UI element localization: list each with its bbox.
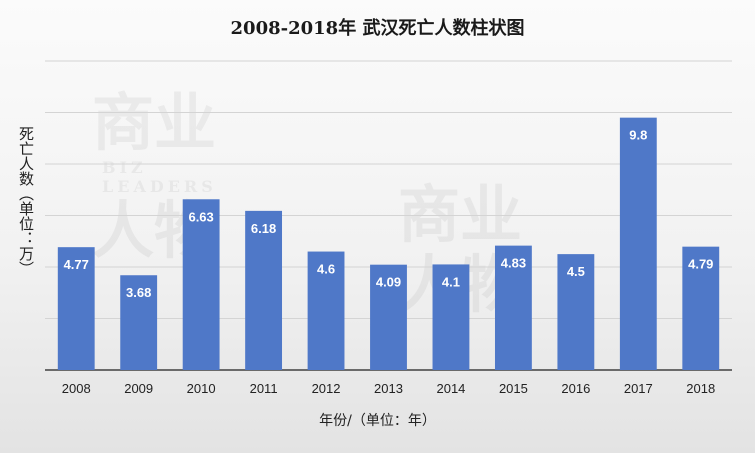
x-tick-2017: 2017 <box>624 381 653 396</box>
bar-2012 <box>307 251 345 370</box>
data-label-2011: 6.18 <box>251 221 276 236</box>
bars <box>57 117 720 371</box>
data-label-2014: 4.1 <box>442 274 460 289</box>
bar-2018 <box>682 246 720 370</box>
bar-2014 <box>432 264 470 370</box>
data-label-2018: 4.79 <box>688 257 713 272</box>
data-labels: 4.77 3.68 6.63 6.18 4.6 4.09 4.1 4.83 4.5 9.8 4.79 <box>64 128 714 301</box>
bar-2015 <box>494 245 532 370</box>
y-axis-label: 死亡人数（单位：万） <box>17 126 35 276</box>
data-label-2015: 4.83 <box>501 256 526 271</box>
x-axis-label: 年份/（单位：年） <box>319 413 436 429</box>
data-label-2013: 4.09 <box>376 275 401 290</box>
chart-title: 2008-2018年 武汉死亡人数柱状图 <box>230 18 525 39</box>
x-tick-2012: 2012 <box>312 381 341 396</box>
bar-2010 <box>182 199 220 370</box>
bar-2017 <box>619 117 657 371</box>
x-tick-2009: 2009 <box>124 381 153 396</box>
x-tick-2015: 2015 <box>499 381 528 396</box>
data-label-2009: 3.68 <box>126 285 151 300</box>
data-label-2010: 6.63 <box>188 209 213 224</box>
data-label-2016: 4.5 <box>567 264 585 279</box>
x-tick-2008: 2008 <box>62 381 91 396</box>
x-tick-2016: 2016 <box>561 381 590 396</box>
data-label-2008: 4.77 <box>64 257 89 272</box>
x-tick-2014: 2014 <box>436 381 465 396</box>
x-tick-labels: 2008 2009 2010 2011 2012 2013 2014 2015 2016 2017… <box>62 381 715 396</box>
data-label-2017: 9.8 <box>629 128 647 143</box>
x-tick-2018: 2018 <box>686 381 715 396</box>
bar-2011 <box>245 210 283 370</box>
bar-2016 <box>557 254 595 370</box>
x-tick-2013: 2013 <box>374 381 403 396</box>
x-tick-2011: 2011 <box>250 381 278 396</box>
bar-2008 <box>57 247 95 370</box>
bar-2013 <box>370 264 407 370</box>
data-label-2012: 4.6 <box>317 262 335 277</box>
bar-2009 <box>120 275 158 370</box>
x-tick-2010: 2010 <box>187 381 216 396</box>
